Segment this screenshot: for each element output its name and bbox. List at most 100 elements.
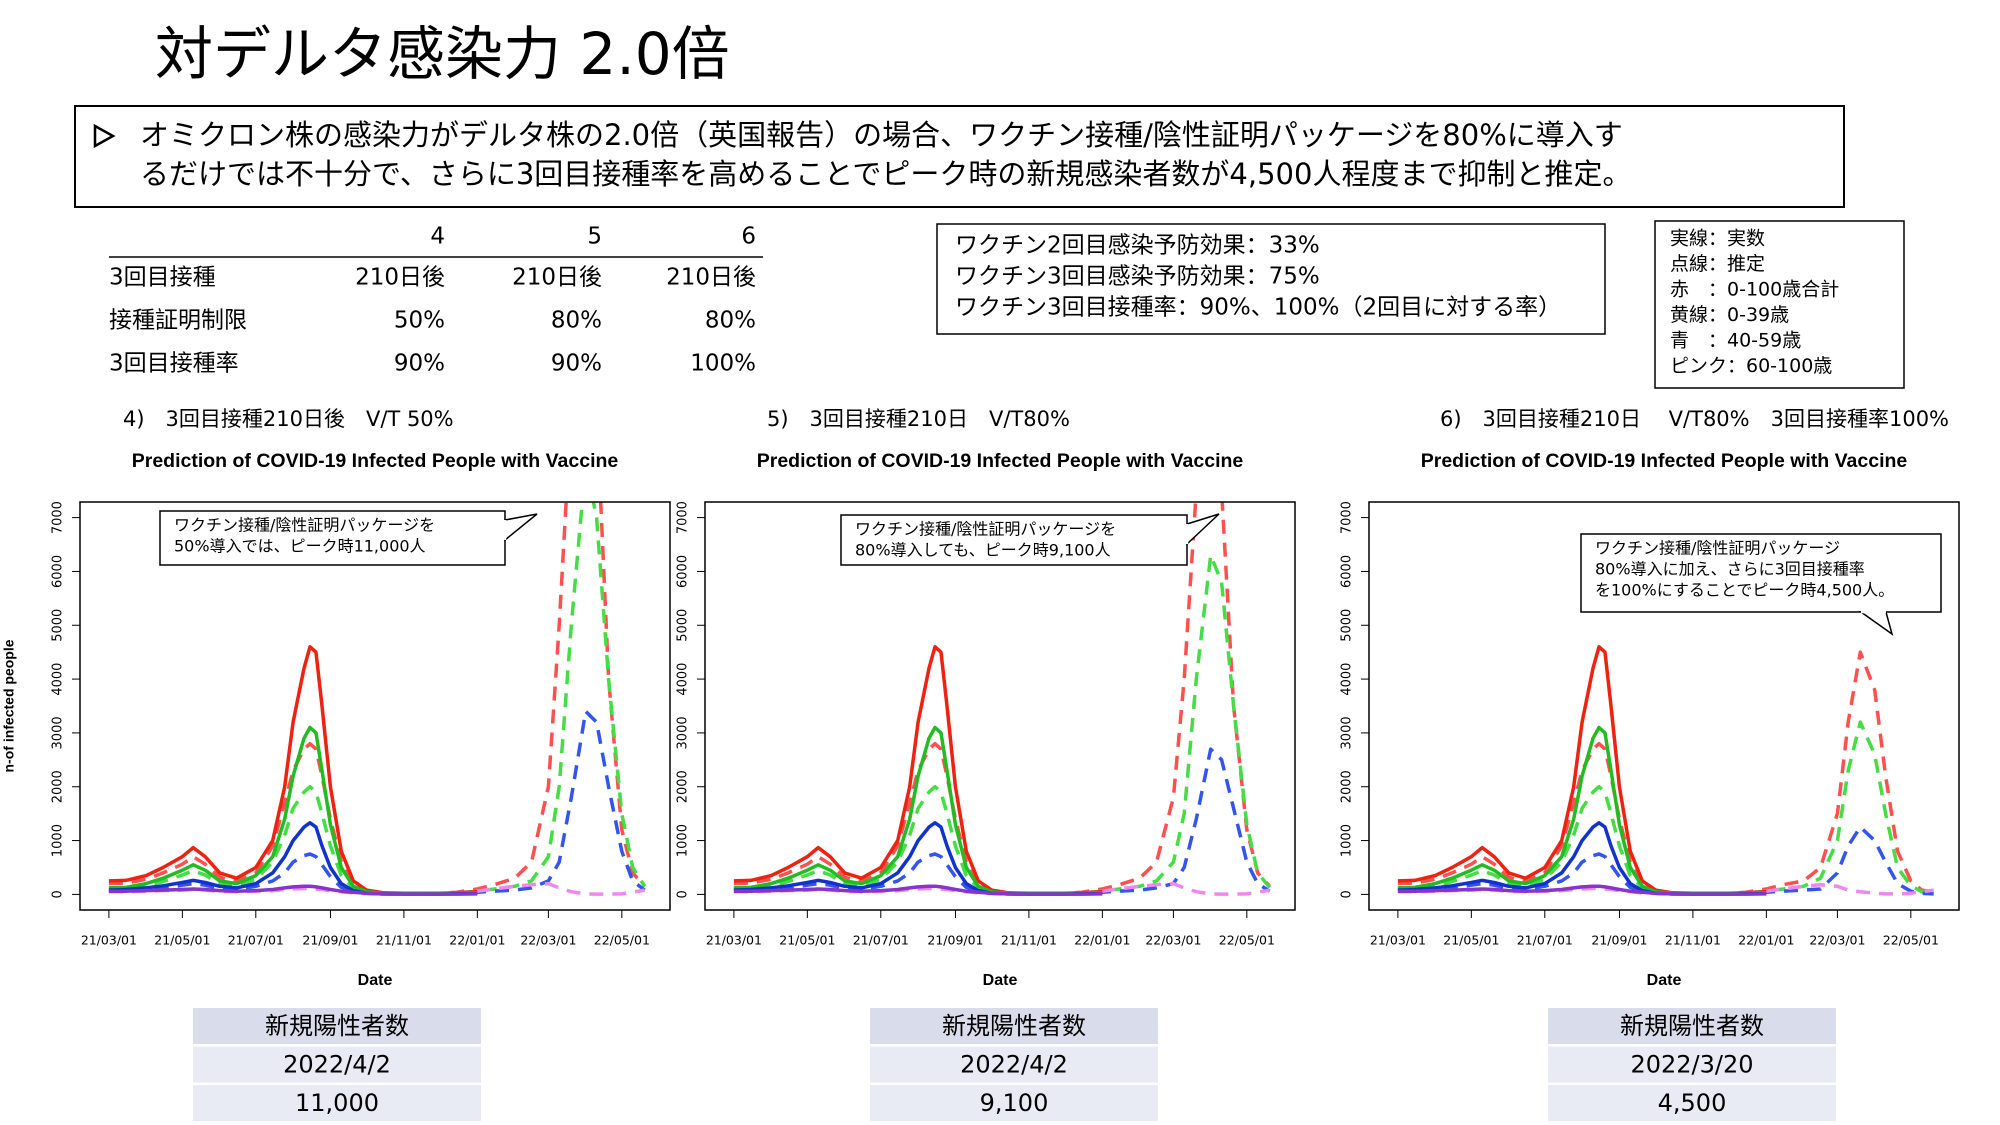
legend-box bbox=[1654, 220, 1905, 389]
predicted-line bbox=[108, 709, 646, 896]
table-cell: 210日後 bbox=[355, 265, 445, 291]
summary-cell bbox=[870, 1046, 1158, 1083]
chart-caption: 4) 3回目接種210日後 V/T 50% bbox=[123, 407, 454, 431]
y-tick-label: 4000 bbox=[1340, 663, 1355, 696]
y-tick-label: 2000 bbox=[1340, 770, 1355, 803]
plot-area bbox=[108, 502, 647, 896]
callout-text: ワクチン接種/陰性証明パッケージを bbox=[855, 520, 1116, 539]
x-tick-label: 21/05/01 bbox=[1443, 933, 1499, 948]
summary-cell bbox=[1548, 1046, 1836, 1083]
x-axis-label: Date bbox=[358, 972, 393, 989]
y-tick-label: 4000 bbox=[676, 663, 691, 696]
chart-caption: 6) 3回目接種210日 V/T80% 3回目接種率100% bbox=[1440, 407, 1949, 431]
chart: 6) 3回目接種210日 V/T80% 3回目接種率100% Prediction… bbox=[1340, 407, 1960, 1121]
plot-frame bbox=[704, 501, 1296, 911]
plot-area bbox=[1397, 645, 1934, 896]
slide-title: 対デルタ感染力 2.0倍 bbox=[155, 20, 730, 88]
y-axis-label: n-of infected people bbox=[1, 639, 17, 772]
x-tick-label: 21/09/01 bbox=[927, 933, 983, 948]
x-tick-label: 21/03/01 bbox=[81, 933, 137, 948]
actual-line bbox=[733, 884, 1103, 896]
bullet-box bbox=[74, 105, 1845, 208]
x-tick-label: 21/07/01 bbox=[853, 933, 909, 948]
bullet-marker bbox=[93, 123, 116, 149]
predicted-line bbox=[1397, 650, 1934, 896]
summary-text: 2022/3/20 bbox=[1630, 1051, 1753, 1079]
callout-box bbox=[159, 510, 506, 566]
y-tick-label: 0 bbox=[1340, 890, 1355, 898]
info-line: ワクチン2回目感染予防効果：33% bbox=[955, 233, 1320, 259]
callout-box bbox=[1580, 533, 1942, 613]
chart: 5) 3回目接種210日 V/T80% Prediction of COVID-1… bbox=[676, 407, 1296, 1121]
y-tick-label: 2000 bbox=[51, 770, 66, 803]
x-tick-label: 21/05/01 bbox=[779, 933, 835, 948]
predicted-line bbox=[108, 502, 647, 896]
x-tick-label: 22/05/01 bbox=[1883, 933, 1939, 948]
x-tick-label: 21/09/01 bbox=[302, 933, 358, 948]
y-tick-label: 1000 bbox=[1340, 824, 1355, 857]
table-cell: 3回目接種率 bbox=[109, 351, 239, 377]
info-line: ワクチン3回目接種率：90%、100%（2回目に対する率） bbox=[955, 295, 1561, 321]
actual-line bbox=[733, 821, 1103, 896]
summary-cell bbox=[193, 1085, 481, 1121]
predicted-line bbox=[733, 747, 1271, 896]
x-tick-label: 22/05/01 bbox=[1219, 933, 1275, 948]
x-tick-label: 21/07/01 bbox=[1517, 933, 1573, 948]
callout-text: ワクチン接種/陰性証明パッケージ bbox=[1595, 539, 1840, 558]
summary-text: 4,500 bbox=[1658, 1089, 1727, 1117]
info-line: ワクチン3回目感染予防効果：75% bbox=[955, 264, 1320, 290]
x-tick-label: 22/05/01 bbox=[594, 933, 650, 948]
x-tick-label: 22/03/01 bbox=[1145, 933, 1201, 948]
y-tick-label: 3000 bbox=[51, 716, 66, 749]
plot-area bbox=[733, 502, 1272, 896]
summary-text: 11,000 bbox=[295, 1089, 379, 1117]
callout-pointer bbox=[1858, 611, 1894, 636]
table-header: 4 bbox=[430, 224, 445, 250]
x-tick-label: 21/11/01 bbox=[376, 933, 432, 948]
x-tick-label: 21/09/01 bbox=[1591, 933, 1647, 948]
y-tick-label: 7000 bbox=[51, 501, 66, 534]
x-tick-label: 22/01/01 bbox=[1738, 933, 1794, 948]
predicted-line bbox=[733, 502, 1272, 896]
summary-cell bbox=[193, 1046, 481, 1083]
x-tick-label: 22/01/01 bbox=[449, 933, 505, 948]
summary-text: 新規陽性者数 bbox=[1620, 1012, 1764, 1040]
predicted-line bbox=[1397, 825, 1934, 896]
table-header: 5 bbox=[587, 224, 602, 250]
y-tick-label: 4000 bbox=[51, 663, 66, 696]
callout-box bbox=[840, 514, 1188, 566]
legend-line: 青 ：40-59歳 bbox=[1670, 330, 1801, 352]
x-tick-label: 22/01/01 bbox=[1074, 933, 1130, 948]
table-cell: 80% bbox=[705, 308, 756, 334]
callout-pointer bbox=[1186, 513, 1220, 546]
y-tick-label: 7000 bbox=[1340, 501, 1355, 534]
chart-title: Prediction of COVID-19 Infected People w… bbox=[1421, 450, 1908, 472]
summary-text: 新規陽性者数 bbox=[265, 1012, 409, 1040]
chart: 4) 3回目接種210日後 V/T 50% Prediction of COVID… bbox=[1, 407, 671, 1121]
y-tick-label: 1000 bbox=[51, 824, 66, 857]
y-tick-label: 5000 bbox=[51, 609, 66, 642]
legend-line: 黄線：0-39歳 bbox=[1670, 304, 1789, 326]
y-tick-label: 1000 bbox=[676, 824, 691, 857]
callout-text: を100%にすることでピーク時4,500人。 bbox=[1595, 581, 1894, 600]
legend-line: ピンク：60-100歳 bbox=[1670, 355, 1832, 377]
info-box bbox=[936, 223, 1606, 335]
x-tick-label: 21/11/01 bbox=[1001, 933, 1057, 948]
table-cell: 100% bbox=[690, 351, 756, 377]
summary-cell bbox=[1548, 1008, 1836, 1044]
x-tick-label: 21/11/01 bbox=[1665, 933, 1721, 948]
table-cell: 210日後 bbox=[512, 265, 602, 291]
x-tick-label: 21/05/01 bbox=[154, 933, 210, 948]
actual-line bbox=[1397, 884, 1767, 896]
x-tick-label: 21/03/01 bbox=[1370, 933, 1426, 948]
summary-cell bbox=[870, 1008, 1158, 1044]
chart-title: Prediction of COVID-19 Infected People w… bbox=[132, 450, 619, 472]
summary-cell bbox=[1548, 1085, 1836, 1121]
actual-line bbox=[108, 884, 478, 896]
plot-frame bbox=[1368, 501, 1960, 911]
x-axis-label: Date bbox=[1647, 972, 1682, 989]
chart-title: Prediction of COVID-19 Infected People w… bbox=[757, 450, 1244, 472]
x-tick-label: 21/03/01 bbox=[706, 933, 762, 948]
y-tick-label: 3000 bbox=[676, 716, 691, 749]
